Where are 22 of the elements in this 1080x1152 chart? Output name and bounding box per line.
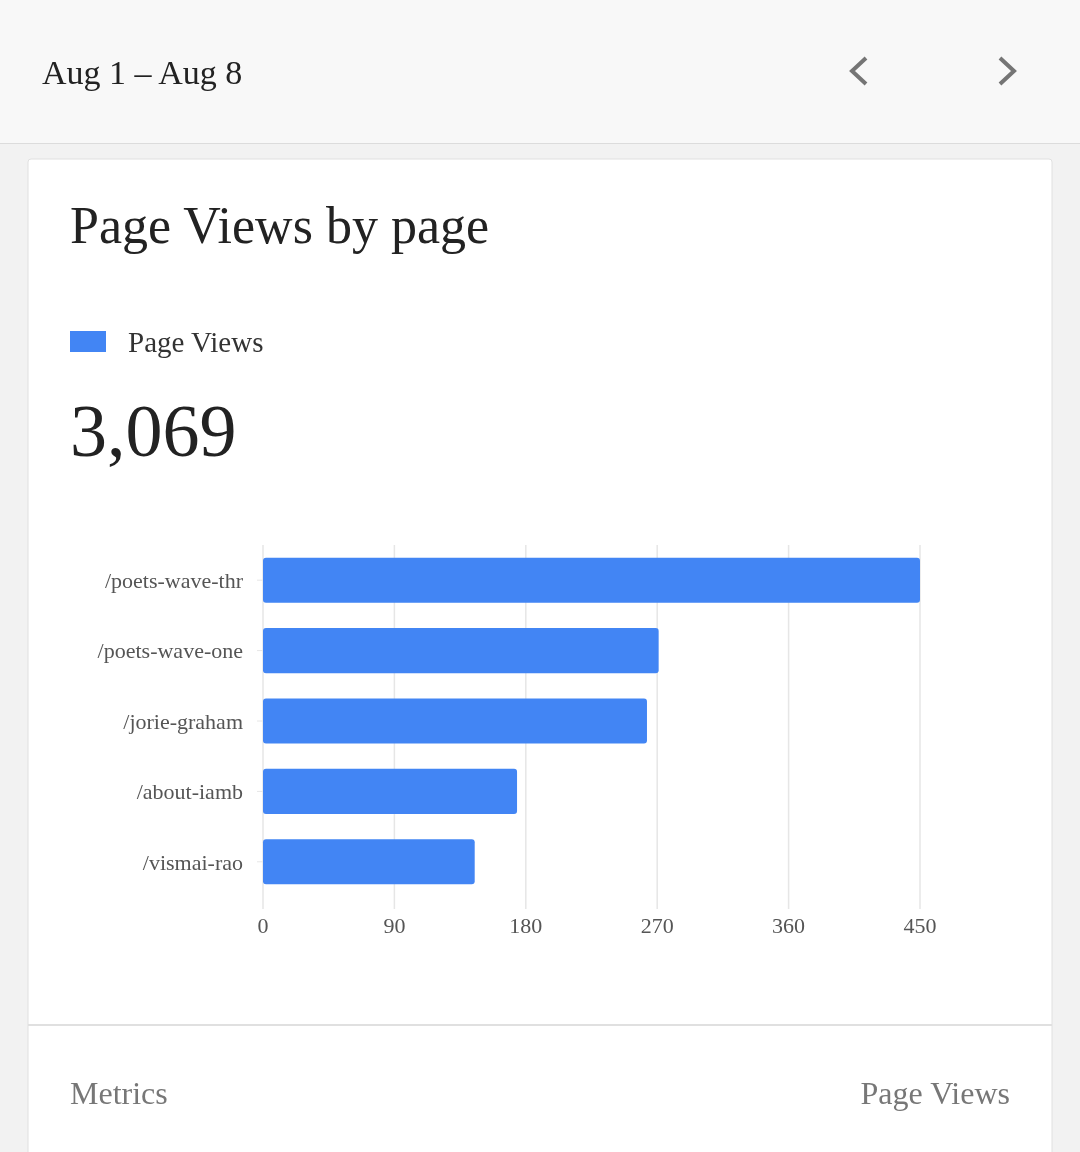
- bar: [263, 768, 518, 814]
- text: Page Views: [860, 1075, 1010, 1111]
- text: Metrics: [70, 1075, 168, 1111]
- bar: [263, 839, 475, 885]
- y-tick-label: /about-iamb: [136, 779, 243, 805]
- x-tick-label: 0: [257, 913, 269, 938]
- bar: [263, 698, 647, 744]
- legend-label: Page Views: [128, 326, 264, 358]
- x-tick-label: 360: [772, 913, 806, 938]
- x-tick-label: 90: [383, 913, 406, 938]
- x-tick-label: 450: [903, 913, 937, 938]
- text: 3,069: [70, 390, 237, 472]
- x-tick-label: 270: [640, 913, 674, 938]
- bar: [263, 628, 659, 674]
- bar: [263, 557, 920, 603]
- x-tick-label: 180: [509, 913, 543, 938]
- y-tick-label: /poets-wave-thr: [104, 567, 244, 593]
- y-tick-label: /poets-wave-one: [97, 638, 243, 664]
- y-tick-label: /jorie-graham: [123, 708, 243, 734]
- y-tick-label: /vismai-rao: [142, 849, 243, 875]
- chart-title: Page Views by page: [70, 197, 490, 254]
- chart-subtitle: Aug 1 – Aug 8: [42, 54, 243, 91]
